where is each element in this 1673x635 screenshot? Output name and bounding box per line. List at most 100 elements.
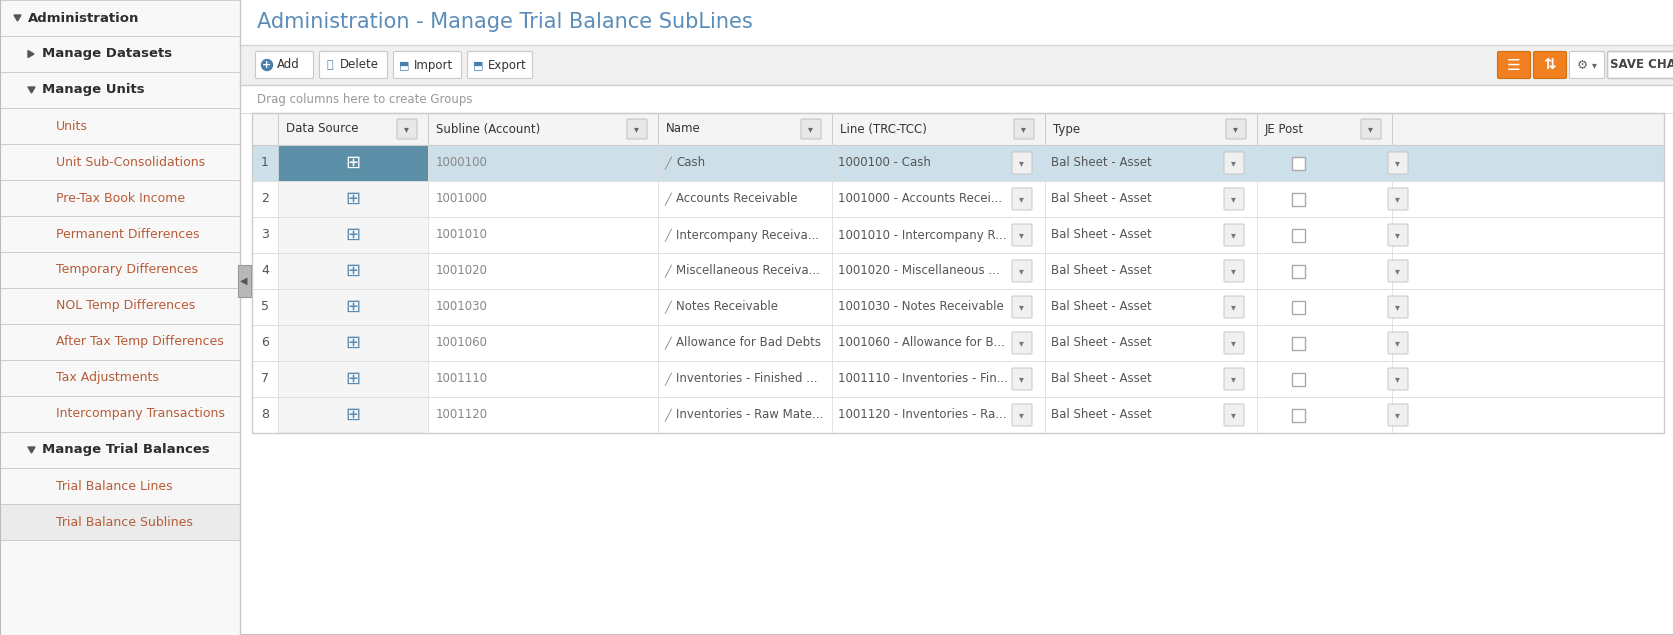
Text: ▾: ▾ (1394, 194, 1399, 204)
FancyBboxPatch shape (1387, 188, 1407, 210)
Circle shape (261, 60, 273, 70)
Text: ☰: ☰ (1506, 58, 1519, 72)
FancyBboxPatch shape (627, 119, 646, 139)
Text: Administration: Administration (28, 11, 139, 25)
Text: 1001030: 1001030 (435, 300, 487, 314)
Polygon shape (28, 87, 35, 93)
Text: 1001060 - Allowance for B...: 1001060 - Allowance for B... (838, 337, 1004, 349)
FancyBboxPatch shape (1012, 296, 1031, 318)
Text: 1: 1 (261, 156, 269, 170)
Bar (278, 145, 428, 181)
Bar (253, 113, 1663, 433)
FancyBboxPatch shape (1012, 224, 1031, 246)
Text: 4: 4 (261, 265, 269, 277)
Text: ⊞: ⊞ (345, 298, 360, 316)
Text: 5: 5 (261, 300, 269, 314)
Bar (1292, 337, 1305, 349)
Bar (278, 325, 428, 361)
Text: Export: Export (489, 58, 527, 72)
Text: ⊞: ⊞ (345, 154, 360, 172)
Text: ▾: ▾ (1230, 230, 1235, 240)
Text: 1000100 - Cash: 1000100 - Cash (838, 156, 930, 170)
Text: ╱: ╱ (664, 157, 671, 170)
Text: ⇅: ⇅ (1543, 58, 1556, 72)
Text: 1000100: 1000100 (435, 156, 487, 170)
Text: ▾: ▾ (1230, 266, 1235, 276)
Text: Manage Datasets: Manage Datasets (42, 48, 172, 60)
Text: Type: Type (1052, 123, 1079, 135)
Bar (239, 0, 1673, 45)
Bar (278, 361, 428, 397)
Bar (1292, 373, 1305, 385)
Bar (253, 397, 1663, 433)
FancyBboxPatch shape (1387, 404, 1407, 426)
FancyBboxPatch shape (1225, 119, 1245, 139)
FancyBboxPatch shape (1223, 296, 1243, 318)
Text: 1001020: 1001020 (435, 265, 489, 277)
Text: ▾: ▾ (1394, 338, 1399, 348)
Text: Name: Name (666, 123, 701, 135)
FancyBboxPatch shape (1223, 368, 1243, 390)
Text: ▾: ▾ (1017, 338, 1022, 348)
Bar (1292, 192, 1305, 206)
FancyBboxPatch shape (393, 51, 462, 79)
Text: ▾: ▾ (1591, 60, 1596, 70)
Text: 1001030 - Notes Receivable: 1001030 - Notes Receivable (838, 300, 1004, 314)
FancyBboxPatch shape (1360, 119, 1380, 139)
Bar (253, 217, 1663, 253)
Text: Tax Adjustments: Tax Adjustments (55, 371, 159, 385)
Text: +: + (263, 60, 271, 70)
FancyBboxPatch shape (1012, 260, 1031, 282)
Text: 3: 3 (261, 229, 269, 241)
Bar (239, 45, 1673, 85)
Text: Units: Units (55, 119, 87, 133)
Text: Line (TRC-TCC): Line (TRC-TCC) (840, 123, 927, 135)
FancyBboxPatch shape (1606, 51, 1673, 79)
Text: 1001000 - Accounts Recei...: 1001000 - Accounts Recei... (838, 192, 1002, 206)
Text: ▾: ▾ (1367, 124, 1372, 134)
Text: SAVE CHANGES: SAVE CHANGES (1609, 58, 1673, 72)
Text: ⊞: ⊞ (345, 262, 360, 280)
Text: ⊞: ⊞ (345, 226, 360, 244)
Text: 1001010: 1001010 (435, 229, 489, 241)
Text: Allowance for Bad Debts: Allowance for Bad Debts (676, 337, 820, 349)
Text: 1001010 - Intercompany R...: 1001010 - Intercompany R... (838, 229, 1005, 241)
Polygon shape (28, 447, 35, 453)
Text: ⊞: ⊞ (345, 334, 360, 352)
FancyBboxPatch shape (1497, 51, 1529, 79)
Text: ▾: ▾ (1231, 124, 1236, 134)
FancyBboxPatch shape (1569, 51, 1603, 79)
Text: Pre-Tax Book Income: Pre-Tax Book Income (55, 192, 186, 204)
FancyBboxPatch shape (1012, 188, 1031, 210)
FancyBboxPatch shape (467, 51, 532, 79)
Text: 1001060: 1001060 (435, 337, 489, 349)
Bar (253, 289, 1663, 325)
Text: ⊞: ⊞ (345, 406, 360, 424)
Bar (253, 145, 1663, 181)
Text: Intercompany Receiva...: Intercompany Receiva... (676, 229, 818, 241)
Text: 1001110 - Inventories - Fin...: 1001110 - Inventories - Fin... (838, 373, 1007, 385)
Text: ⊞: ⊞ (345, 370, 360, 388)
Text: ╱: ╱ (664, 300, 671, 314)
Bar (278, 253, 428, 289)
Text: Cash: Cash (676, 156, 704, 170)
Text: Import: Import (413, 58, 453, 72)
Text: ▾: ▾ (1017, 302, 1022, 312)
FancyBboxPatch shape (1012, 368, 1031, 390)
FancyBboxPatch shape (1012, 404, 1031, 426)
Text: ╱: ╱ (664, 408, 671, 422)
FancyBboxPatch shape (1387, 224, 1407, 246)
Text: 8: 8 (261, 408, 269, 422)
Text: Permanent Differences: Permanent Differences (55, 227, 199, 241)
Text: ▾: ▾ (1230, 302, 1235, 312)
Text: 7: 7 (261, 373, 269, 385)
FancyBboxPatch shape (1223, 332, 1243, 354)
Text: ⬒: ⬒ (398, 60, 408, 70)
Text: 1001120: 1001120 (435, 408, 489, 422)
Text: Trial Balance Lines: Trial Balance Lines (55, 479, 172, 493)
Text: Data Source: Data Source (286, 123, 358, 135)
Text: ▾: ▾ (1230, 194, 1235, 204)
Text: Bal Sheet - Asset: Bal Sheet - Asset (1051, 229, 1151, 241)
Bar (1292, 408, 1305, 422)
Text: Bal Sheet - Asset: Bal Sheet - Asset (1051, 408, 1151, 422)
